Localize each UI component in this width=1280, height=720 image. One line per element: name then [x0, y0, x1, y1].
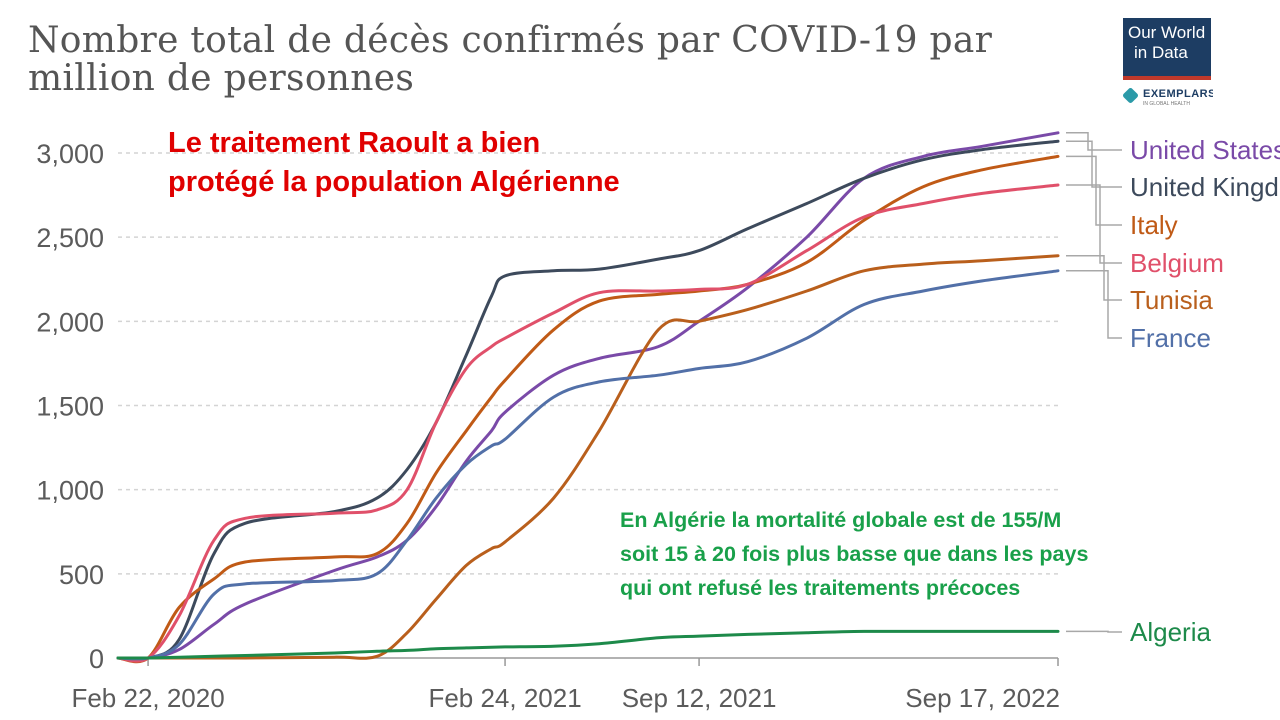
legend-connector [1066, 184, 1122, 264]
red-annotation: Le traitement Raoult a bien protégé la p… [168, 124, 808, 202]
legend-label: United States [1130, 135, 1280, 165]
series-line-tunisia [116, 254, 1060, 660]
legend-connector [1066, 630, 1122, 633]
legend-connector [1066, 270, 1122, 339]
green-annotation-line2: soit 15 à 20 fois plus basse que dans le… [620, 542, 1089, 566]
series-line-italy [116, 154, 1060, 664]
y-tick-label: 2,500 [36, 223, 104, 253]
x-tick-label: Feb 22, 2020 [71, 683, 224, 713]
series-line-france [116, 269, 1060, 661]
legend-label: Italy [1130, 210, 1178, 240]
legend-label: Algeria [1130, 617, 1211, 647]
exemplars-logo[interactable]: EXEMPLARS IN GLOBAL HEALTH [1123, 86, 1213, 110]
legend-label: United Kingdom [1130, 172, 1280, 202]
logo-line1: Our World [1128, 23, 1206, 42]
legend-label: Tunisia [1130, 285, 1213, 315]
y-tick-label: 1,000 [36, 476, 104, 506]
y-tick-label: 500 [59, 560, 104, 590]
x-tick-label: Sep 12, 2021 [622, 683, 777, 713]
series-line-belgium [116, 183, 1060, 663]
legend-connector [1066, 155, 1122, 226]
series-line-united-kingdom [116, 139, 1060, 661]
y-tick-label: 1,500 [36, 392, 104, 422]
legend-label: Belgium [1130, 248, 1224, 278]
y-tick-label: 2,000 [36, 307, 104, 337]
legend-label: France [1130, 323, 1211, 353]
y-tick-label: 3,000 [36, 139, 104, 169]
series-line-united-states [116, 131, 1060, 661]
y-tick-label: 0 [89, 644, 104, 674]
green-annotation-line3: qui ont refusé les traitements précoces [620, 576, 1021, 600]
red-annotation-line1: Le traitement Raoult a bien [168, 127, 541, 159]
logo-accent-bar [1123, 76, 1211, 80]
green-annotation-line1: En Algérie la mortalité globale est de 1… [620, 508, 1062, 532]
exemplars-sublabel: IN GLOBAL HEALTH [1143, 101, 1190, 107]
green-annotation: En Algérie la mortalité globale est de 1… [620, 503, 1260, 605]
logo-line2: in Data [1134, 43, 1188, 62]
x-tick-label: Sep 17, 2022 [905, 683, 1060, 713]
legend-connector [1066, 140, 1122, 188]
legend-connector [1066, 254, 1122, 301]
exemplars-label: EXEMPLARS [1143, 88, 1213, 100]
chart-title: Nombre total de décès confirmés par COVI… [28, 20, 993, 99]
owid-logo[interactable]: Our World in Data [1123, 18, 1211, 80]
x-tick-label: Feb 24, 2021 [428, 683, 581, 713]
series-line-algeria [116, 629, 1060, 660]
red-annotation-line2: protégé la population Algérienne [168, 166, 620, 198]
